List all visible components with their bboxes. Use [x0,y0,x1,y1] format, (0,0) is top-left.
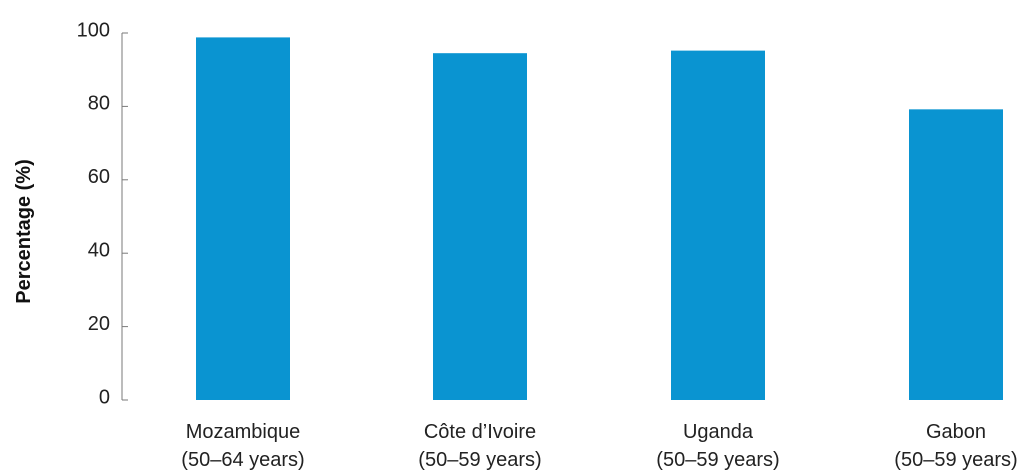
x-category-name: Uganda [683,421,754,443]
bar [196,37,290,401]
y-axis-title: Percentage (%) [13,159,35,304]
x-category-name: Côte d’Ivoire [424,421,536,443]
x-axis-category-labels: Mozambique (50–64 years) Côte d’Ivoire (50–… [181,421,1017,471]
y-tick-label: 20 [88,313,110,335]
y-tick-label: 0 [99,386,110,408]
x-category-age-range: (50–59 years) [656,449,779,471]
y-tick-label: 60 [88,166,110,188]
x-category-name: Mozambique [186,421,301,443]
y-tick-label: 100 [77,19,110,41]
x-category-age-range: (50–59 years) [894,449,1017,471]
y-tick-label: 80 [88,93,110,115]
bars [196,37,1003,401]
x-category-age-range: (50–59 years) [418,449,541,471]
x-category-age-range: (50–64 years) [181,449,304,471]
bar [671,50,765,401]
x-category-name: Gabon [926,421,986,443]
bar [433,53,527,401]
bar [909,109,1003,400]
y-axis-ticks: 0 20 40 60 80 100 [77,19,128,408]
y-tick-label: 40 [88,239,110,261]
